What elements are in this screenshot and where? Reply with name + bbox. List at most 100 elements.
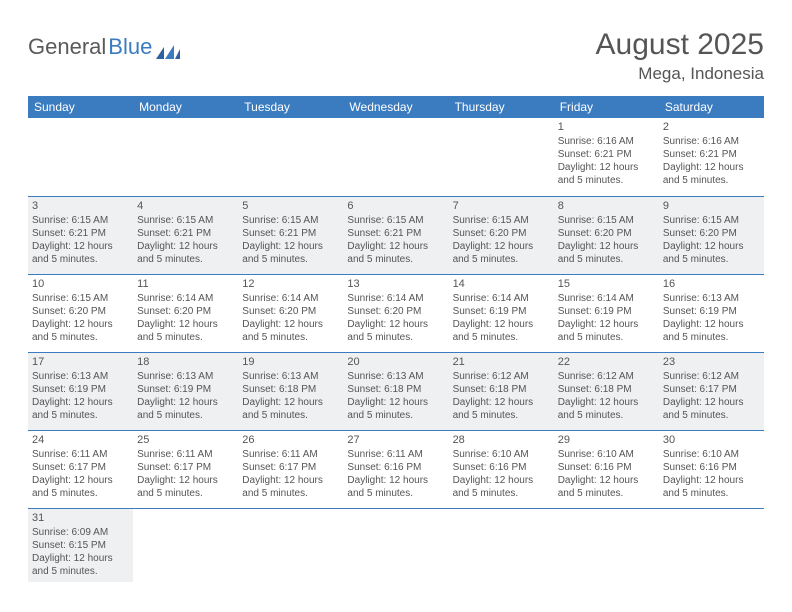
daylight-text: Daylight: 12 hours and 5 minutes.	[347, 240, 444, 266]
sunrise-text: Sunrise: 6:15 AM	[32, 292, 129, 305]
daylight-text: Daylight: 12 hours and 5 minutes.	[663, 318, 760, 344]
sunset-text: Sunset: 6:18 PM	[347, 383, 444, 396]
sunrise-text: Sunrise: 6:13 AM	[32, 370, 129, 383]
calendar-day: 30Sunrise: 6:10 AMSunset: 6:16 PMDayligh…	[659, 430, 764, 508]
sunset-text: Sunset: 6:17 PM	[663, 383, 760, 396]
calendar-week: 3Sunrise: 6:15 AMSunset: 6:21 PMDaylight…	[28, 196, 764, 274]
sunrise-text: Sunrise: 6:11 AM	[137, 448, 234, 461]
flag-icon	[156, 39, 180, 55]
daylight-text: Daylight: 12 hours and 5 minutes.	[137, 396, 234, 422]
sunset-text: Sunset: 6:19 PM	[137, 383, 234, 396]
calendar-week: 24Sunrise: 6:11 AMSunset: 6:17 PMDayligh…	[28, 430, 764, 508]
sunrise-text: Sunrise: 6:12 AM	[663, 370, 760, 383]
sunrise-text: Sunrise: 6:15 AM	[558, 214, 655, 227]
day-header: Wednesday	[343, 96, 448, 118]
sunset-text: Sunset: 6:19 PM	[663, 305, 760, 318]
sunset-text: Sunset: 6:20 PM	[453, 227, 550, 240]
calendar-empty	[28, 118, 133, 196]
sunset-text: Sunset: 6:21 PM	[137, 227, 234, 240]
day-number: 18	[137, 355, 234, 369]
daylight-text: Daylight: 12 hours and 5 minutes.	[558, 161, 655, 187]
day-number: 27	[347, 433, 444, 447]
daylight-text: Daylight: 12 hours and 5 minutes.	[453, 474, 550, 500]
sunset-text: Sunset: 6:16 PM	[558, 461, 655, 474]
day-header: Saturday	[659, 96, 764, 118]
calendar-day: 14Sunrise: 6:14 AMSunset: 6:19 PMDayligh…	[449, 274, 554, 352]
day-header-row: SundayMondayTuesdayWednesdayThursdayFrid…	[28, 96, 764, 118]
sunrise-text: Sunrise: 6:15 AM	[32, 214, 129, 227]
calendar-week: 31Sunrise: 6:09 AMSunset: 6:15 PMDayligh…	[28, 508, 764, 582]
sunset-text: Sunset: 6:18 PM	[453, 383, 550, 396]
day-header: Monday	[133, 96, 238, 118]
calendar-empty	[554, 508, 659, 582]
daylight-text: Daylight: 12 hours and 5 minutes.	[453, 240, 550, 266]
daylight-text: Daylight: 12 hours and 5 minutes.	[137, 318, 234, 344]
sunrise-text: Sunrise: 6:12 AM	[453, 370, 550, 383]
logo: GeneralBlue	[28, 34, 180, 60]
calendar-day: 22Sunrise: 6:12 AMSunset: 6:18 PMDayligh…	[554, 352, 659, 430]
sunset-text: Sunset: 6:20 PM	[558, 227, 655, 240]
sunrise-text: Sunrise: 6:09 AM	[32, 526, 129, 539]
sunrise-text: Sunrise: 6:11 AM	[32, 448, 129, 461]
sunset-text: Sunset: 6:21 PM	[242, 227, 339, 240]
day-number: 1	[558, 120, 655, 134]
calendar-day: 6Sunrise: 6:15 AMSunset: 6:21 PMDaylight…	[343, 196, 448, 274]
sunset-text: Sunset: 6:16 PM	[663, 461, 760, 474]
sunset-text: Sunset: 6:21 PM	[32, 227, 129, 240]
day-header: Friday	[554, 96, 659, 118]
sunrise-text: Sunrise: 6:11 AM	[347, 448, 444, 461]
sunset-text: Sunset: 6:17 PM	[242, 461, 339, 474]
calendar-day: 12Sunrise: 6:14 AMSunset: 6:20 PMDayligh…	[238, 274, 343, 352]
daylight-text: Daylight: 12 hours and 5 minutes.	[558, 396, 655, 422]
calendar-day: 20Sunrise: 6:13 AMSunset: 6:18 PMDayligh…	[343, 352, 448, 430]
calendar-table: SundayMondayTuesdayWednesdayThursdayFrid…	[28, 96, 764, 582]
calendar-empty	[238, 508, 343, 582]
day-number: 23	[663, 355, 760, 369]
day-number: 14	[453, 277, 550, 291]
sunrise-text: Sunrise: 6:13 AM	[663, 292, 760, 305]
daylight-text: Daylight: 12 hours and 5 minutes.	[347, 396, 444, 422]
daylight-text: Daylight: 12 hours and 5 minutes.	[32, 474, 129, 500]
calendar-day: 18Sunrise: 6:13 AMSunset: 6:19 PMDayligh…	[133, 352, 238, 430]
day-number: 29	[558, 433, 655, 447]
daylight-text: Daylight: 12 hours and 5 minutes.	[242, 396, 339, 422]
day-number: 24	[32, 433, 129, 447]
day-number: 16	[663, 277, 760, 291]
calendar-day: 21Sunrise: 6:12 AMSunset: 6:18 PMDayligh…	[449, 352, 554, 430]
sunset-text: Sunset: 6:21 PM	[558, 148, 655, 161]
daylight-text: Daylight: 12 hours and 5 minutes.	[453, 396, 550, 422]
sunrise-text: Sunrise: 6:15 AM	[453, 214, 550, 227]
calendar-empty	[133, 508, 238, 582]
day-header: Tuesday	[238, 96, 343, 118]
daylight-text: Daylight: 12 hours and 5 minutes.	[558, 318, 655, 344]
day-header: Thursday	[449, 96, 554, 118]
sunrise-text: Sunrise: 6:10 AM	[558, 448, 655, 461]
calendar-day: 27Sunrise: 6:11 AMSunset: 6:16 PMDayligh…	[343, 430, 448, 508]
sunset-text: Sunset: 6:20 PM	[663, 227, 760, 240]
calendar-empty	[343, 508, 448, 582]
daylight-text: Daylight: 12 hours and 5 minutes.	[663, 161, 760, 187]
calendar-day: 24Sunrise: 6:11 AMSunset: 6:17 PMDayligh…	[28, 430, 133, 508]
logo-text-1: General	[28, 34, 106, 60]
calendar-day: 16Sunrise: 6:13 AMSunset: 6:19 PMDayligh…	[659, 274, 764, 352]
sunrise-text: Sunrise: 6:14 AM	[453, 292, 550, 305]
day-number: 19	[242, 355, 339, 369]
sunrise-text: Sunrise: 6:15 AM	[242, 214, 339, 227]
sunset-text: Sunset: 6:18 PM	[242, 383, 339, 396]
sunset-text: Sunset: 6:17 PM	[137, 461, 234, 474]
title-block: August 2025 Mega, Indonesia	[596, 28, 764, 84]
sunset-text: Sunset: 6:20 PM	[32, 305, 129, 318]
daylight-text: Daylight: 12 hours and 5 minutes.	[137, 240, 234, 266]
calendar-day: 2Sunrise: 6:16 AMSunset: 6:21 PMDaylight…	[659, 118, 764, 196]
day-number: 31	[32, 511, 129, 525]
calendar-day: 3Sunrise: 6:15 AMSunset: 6:21 PMDaylight…	[28, 196, 133, 274]
calendar-day: 1Sunrise: 6:16 AMSunset: 6:21 PMDaylight…	[554, 118, 659, 196]
day-number: 3	[32, 199, 129, 213]
daylight-text: Daylight: 12 hours and 5 minutes.	[663, 240, 760, 266]
calendar-empty	[449, 118, 554, 196]
sunset-text: Sunset: 6:16 PM	[347, 461, 444, 474]
day-number: 15	[558, 277, 655, 291]
day-number: 12	[242, 277, 339, 291]
calendar-day: 31Sunrise: 6:09 AMSunset: 6:15 PMDayligh…	[28, 508, 133, 582]
daylight-text: Daylight: 12 hours and 5 minutes.	[32, 240, 129, 266]
